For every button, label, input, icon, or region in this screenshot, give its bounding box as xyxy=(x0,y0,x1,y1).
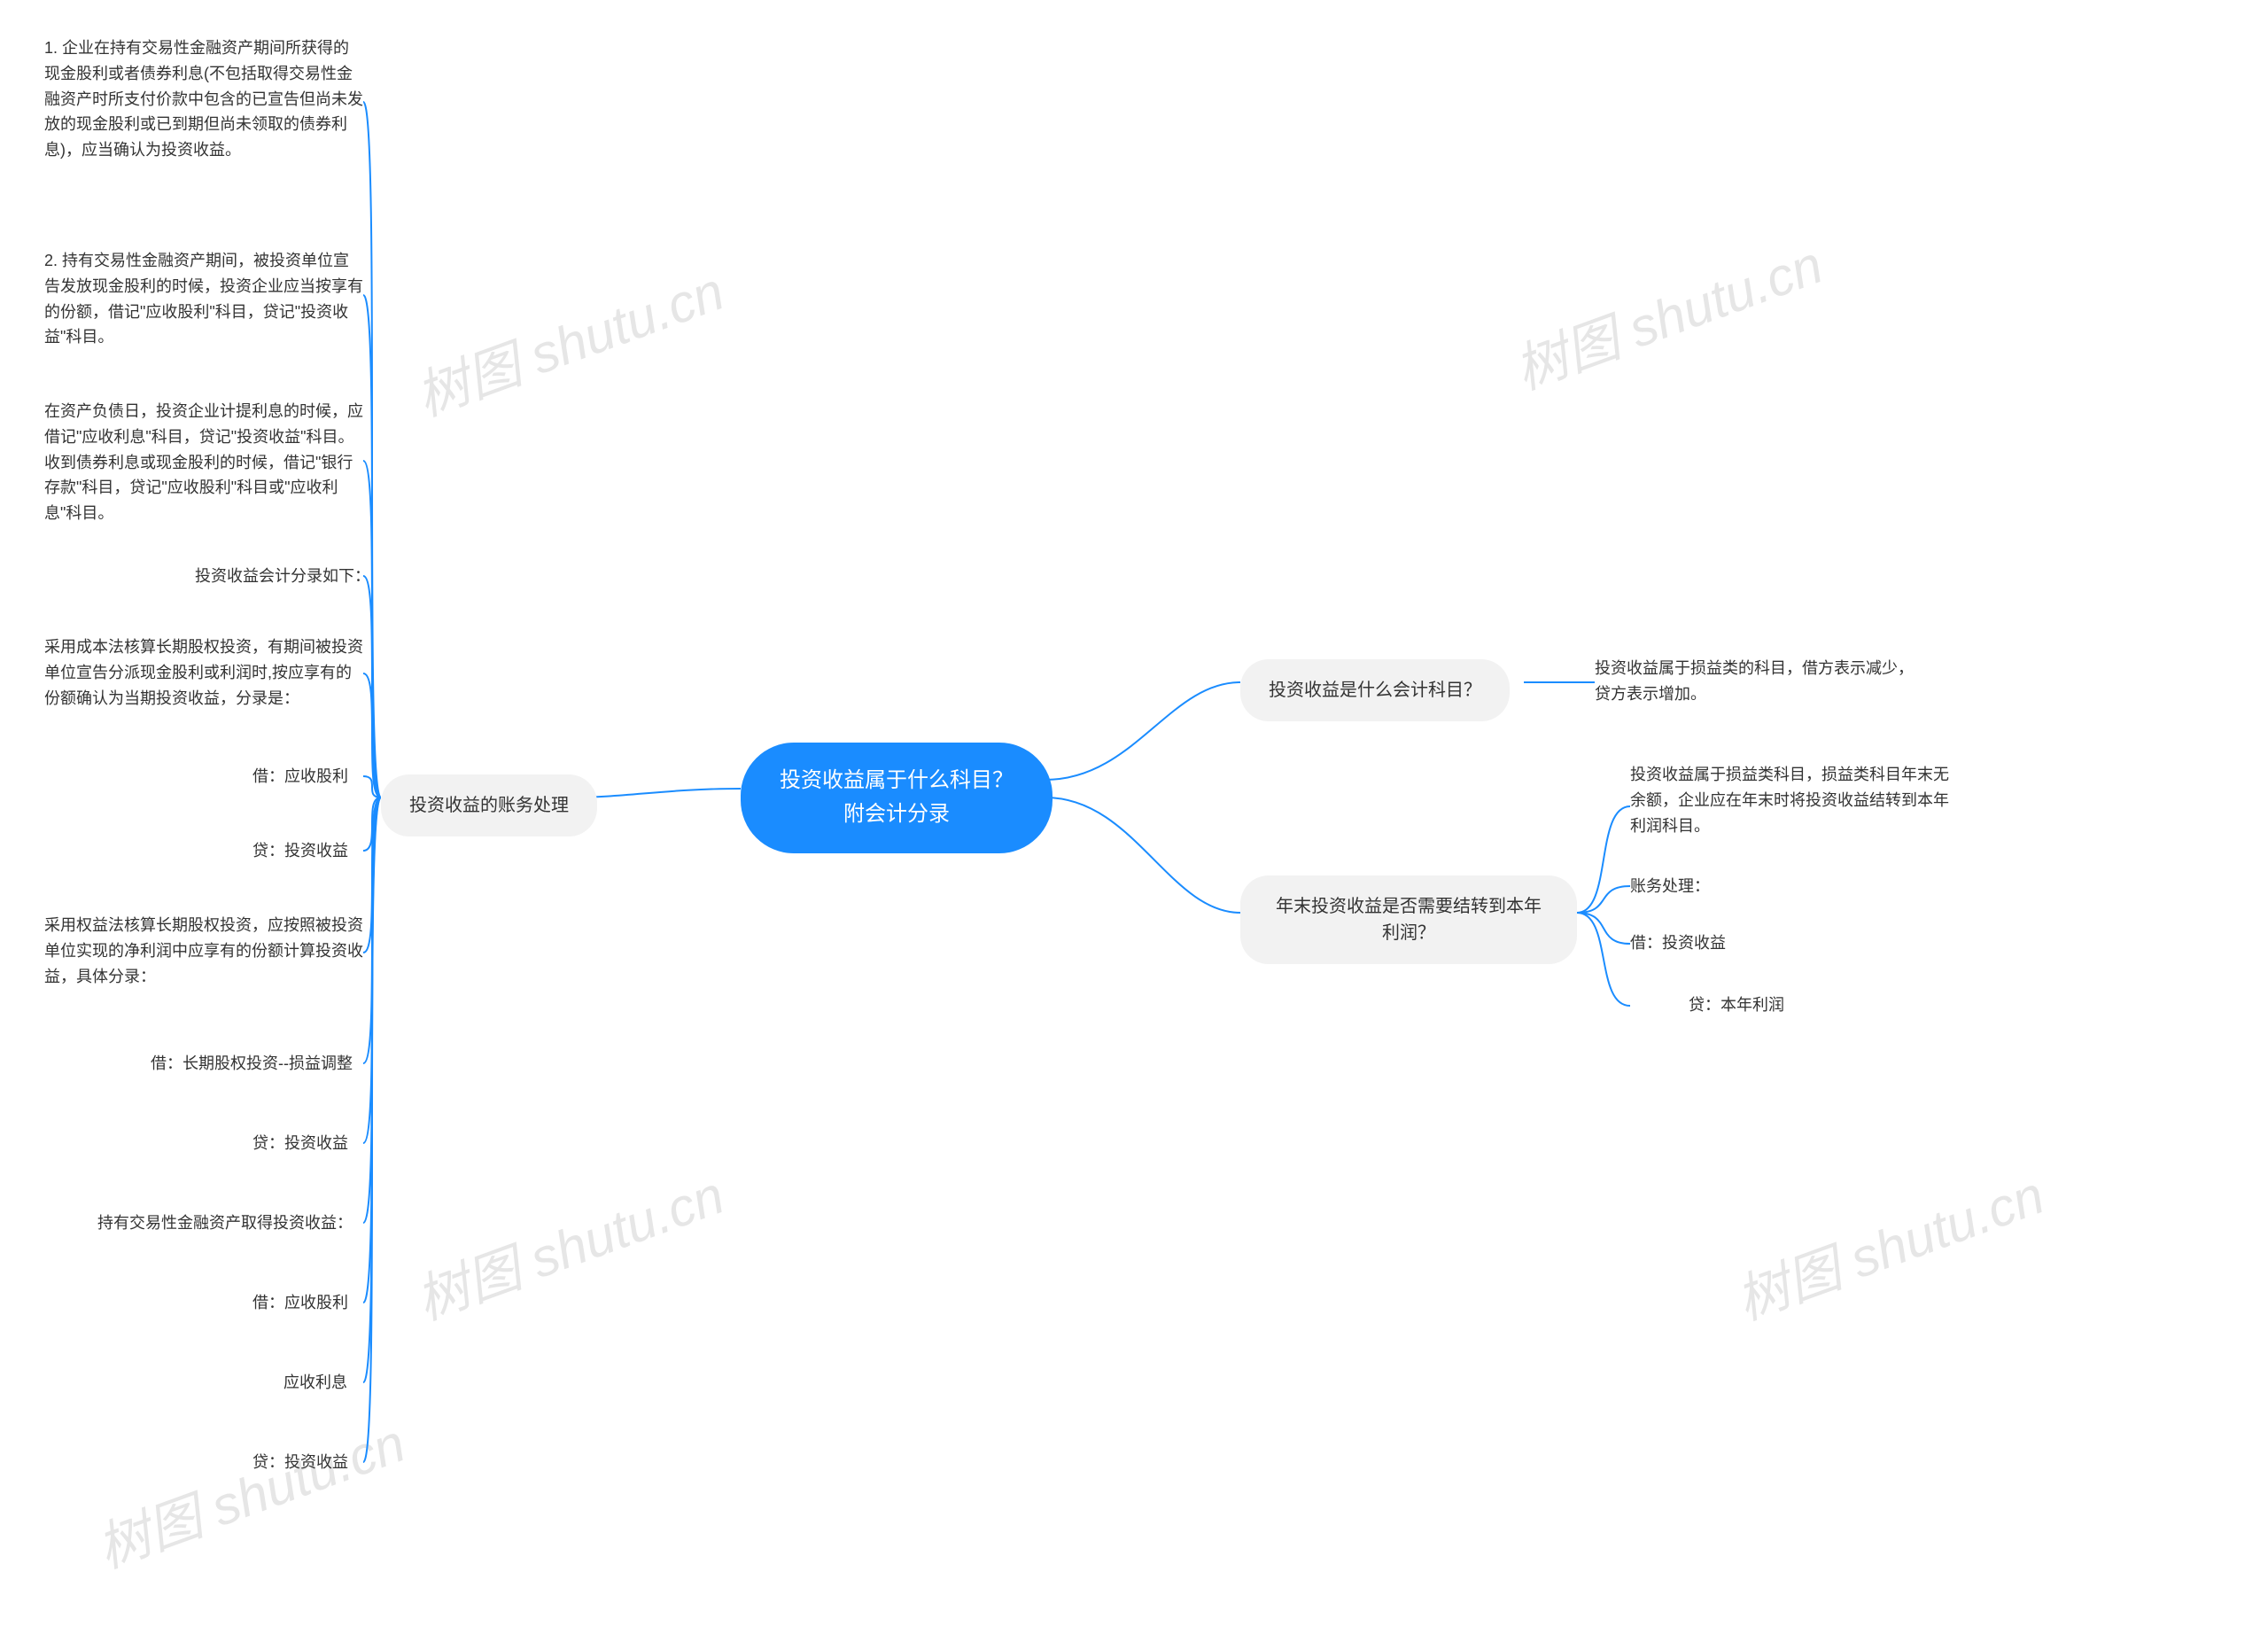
left-leaf1: 1. 企业在持有交易性金融资产期间所获得的现金股利或者债券利息(不包括取得交易性… xyxy=(44,35,363,163)
left-leaf9: 借：长期股权投资--损益调整 xyxy=(151,1051,353,1077)
left-leaf5: 采用成本法核算长期股权投资，有期间被投资单位宣告分派现金股利或利润时,按应享有的… xyxy=(44,634,363,711)
watermark: 树图 shutu.cn xyxy=(404,1152,733,1334)
branch-right1: 投资收益是什么会计科目？ xyxy=(1240,659,1510,721)
watermark: 树图 shutu.cn xyxy=(1503,222,1831,404)
right1-leaf1: 投资收益属于损益类的科目，借方表示减少，贷方表示增加。 xyxy=(1595,656,1914,707)
left-leaf4: 投资收益会计分录如下： xyxy=(195,564,370,589)
left-leaf13: 应收利息 xyxy=(284,1370,347,1396)
left-leaf11: 持有交易性金融资产取得投资收益： xyxy=(97,1210,353,1236)
branch-right2: 年末投资收益是否需要结转到本年利润？ xyxy=(1240,875,1577,964)
right2-leaf1: 投资收益属于损益类科目，损益类科目年末无余额，企业应在年末时将投资收益结转到本年… xyxy=(1630,762,1949,838)
watermark: 树图 shutu.cn xyxy=(85,1400,414,1583)
left-leaf10: 贷：投资收益 xyxy=(252,1131,348,1156)
center-title-line2: 附会计分录 xyxy=(780,798,1014,831)
left-leaf3: 在资产负债日，投资企业计提利息的时候，应借记"应收利息"科目，贷记"投资收益"科… xyxy=(44,399,363,526)
left-leaf12: 借：应收股利 xyxy=(252,1290,348,1316)
watermark: 树图 shutu.cn xyxy=(1724,1152,2053,1334)
branch-left: 投资收益的账务处理 xyxy=(381,774,597,836)
left-leaf8: 采用权益法核算长期股权投资，应按照被投资单位实现的净利润中应享有的份额计算投资收… xyxy=(44,913,363,989)
center-title-line1: 投资收益属于什么科目？ xyxy=(780,764,1014,798)
watermark: 树图 shutu.cn xyxy=(404,248,733,431)
left-leaf6: 借：应收股利 xyxy=(252,764,348,790)
right2-leaf2: 账务处理： xyxy=(1630,874,1710,899)
right2-leaf4: 贷：本年利润 xyxy=(1657,992,1784,1018)
left-leaf14: 贷：投资收益 xyxy=(252,1450,348,1475)
left-leaf7: 贷：投资收益 xyxy=(252,838,348,864)
left-leaf2: 2. 持有交易性金融资产期间，被投资单位宣告发放现金股利的时候，投资企业应当按享… xyxy=(44,248,363,350)
right2-leaf3: 借：投资收益 xyxy=(1630,930,1726,956)
center-node: 投资收益属于什么科目？ 附会计分录 xyxy=(741,743,1052,853)
